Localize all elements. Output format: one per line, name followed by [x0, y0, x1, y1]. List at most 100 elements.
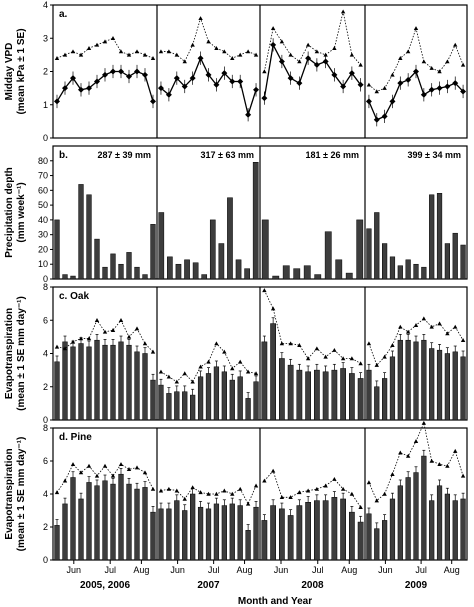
upper-point — [118, 462, 124, 467]
upper-point — [214, 341, 219, 346]
year-group — [158, 483, 259, 561]
upper-point — [142, 470, 148, 475]
mean-point — [78, 86, 84, 93]
total-annotation: 287 ± 39 mm — [98, 150, 151, 160]
y-tick-label: 70 — [38, 171, 48, 181]
mean-point — [420, 91, 427, 98]
upper-point — [340, 9, 346, 14]
bar — [296, 505, 303, 561]
bar — [305, 371, 311, 421]
bar — [110, 253, 116, 280]
upper-point — [460, 338, 466, 342]
bar — [253, 506, 259, 561]
bar — [335, 259, 343, 280]
bar — [174, 500, 180, 561]
upper-point — [94, 318, 100, 323]
bar — [382, 243, 388, 280]
mean-point — [340, 83, 347, 90]
upper-point — [413, 439, 419, 443]
bar — [397, 265, 403, 280]
upper-point — [305, 488, 311, 493]
bar — [279, 508, 285, 561]
bar — [166, 393, 172, 421]
bar — [237, 376, 243, 421]
year-group — [366, 193, 466, 280]
bar — [340, 368, 346, 421]
bar — [322, 500, 329, 561]
bar — [158, 384, 164, 421]
upper-point — [126, 334, 132, 339]
mean-point — [305, 55, 312, 62]
bar — [150, 224, 156, 280]
upper-point — [405, 49, 411, 54]
x-tick-label: Aug — [237, 565, 253, 575]
bar — [452, 232, 458, 280]
bar — [62, 341, 68, 421]
bar — [184, 259, 190, 280]
upper-point — [445, 59, 450, 64]
upper-point — [445, 463, 450, 468]
upper-point — [70, 462, 76, 467]
upper-point — [374, 89, 379, 94]
y-tick-label: 80 — [38, 156, 48, 166]
upper-point — [314, 49, 320, 54]
upper-point — [62, 478, 68, 483]
bar — [142, 274, 148, 280]
bar — [270, 505, 276, 561]
panel-c: 0 2 4 6 8 Evapotranspiration (mean ± 1 SE mm d… — [4, 282, 468, 425]
upper-point — [54, 344, 60, 349]
bar — [397, 339, 403, 421]
y-tick-label: 2 — [43, 67, 48, 77]
y-axis-label: Precipitation depth — [4, 167, 15, 258]
y-axis-label: (mean kPa ± 1 SE) — [16, 28, 27, 114]
bar — [227, 197, 233, 280]
bar — [331, 497, 338, 561]
bar — [287, 515, 294, 561]
bar — [102, 266, 108, 280]
y-axis-label: (mean ± 1 SE mm day⁻¹) — [16, 437, 27, 552]
mean-point — [444, 83, 451, 90]
bar — [452, 500, 458, 561]
bar — [452, 351, 458, 421]
bar — [270, 323, 276, 421]
panel-a: 0 1 2 3 4 Midday VPD (mean kPa ± 1 SE) a. — [4, 0, 468, 143]
upper-point — [460, 62, 466, 67]
bar — [237, 505, 243, 561]
x-axis-label: Month and Year — [238, 596, 312, 607]
upper-point — [230, 56, 235, 60]
upper-point — [421, 59, 427, 64]
bar — [444, 493, 450, 561]
bar — [197, 506, 204, 561]
bar — [279, 358, 285, 421]
bar — [150, 379, 156, 421]
mean-point — [197, 55, 204, 62]
bar — [86, 482, 92, 561]
bar — [142, 353, 148, 421]
upper-point — [398, 56, 403, 60]
mean-point — [357, 81, 364, 88]
mean-point — [296, 80, 303, 87]
mean-point — [54, 98, 60, 105]
panel-letter: c. Oak — [59, 291, 89, 302]
bar — [444, 353, 450, 421]
upper-point — [245, 49, 251, 54]
upper-point — [413, 26, 419, 31]
x-tick-label: Aug — [341, 565, 357, 575]
year-group — [261, 288, 364, 421]
upper-point — [262, 69, 267, 74]
panel-letter: d. Pine — [59, 432, 92, 443]
mean-point — [261, 95, 268, 102]
x-tick-label: Jun — [170, 565, 185, 575]
bar — [296, 369, 303, 421]
mean-point — [70, 75, 76, 82]
mean-point — [413, 68, 419, 75]
x-tick-label: Jun — [274, 565, 289, 575]
upper-point — [134, 326, 140, 331]
mean-point — [126, 73, 132, 80]
year-group — [54, 462, 156, 561]
bar — [436, 193, 443, 280]
bar — [158, 508, 164, 561]
bar — [118, 341, 124, 421]
upper-point — [237, 52, 243, 57]
bar — [245, 398, 251, 421]
